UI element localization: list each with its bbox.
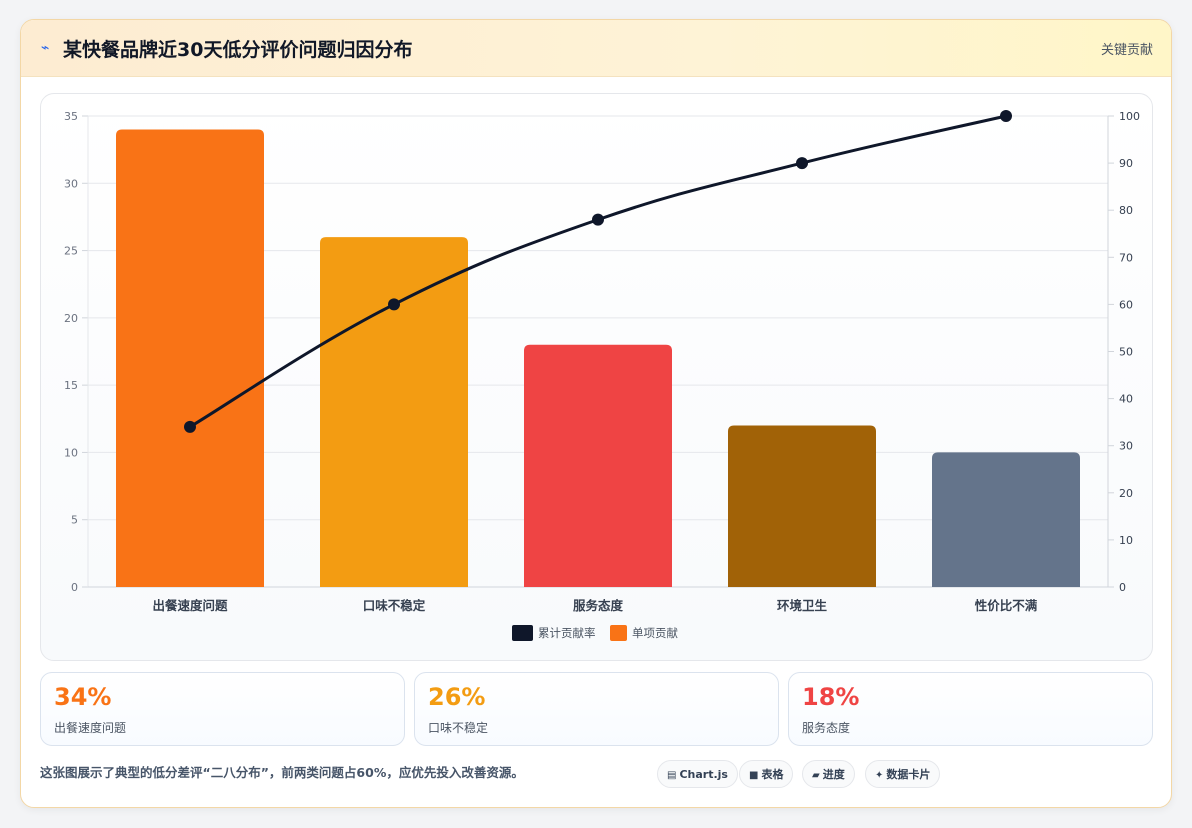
chip-table[interactable]: ■ 表格	[739, 760, 794, 788]
y-tick-label: 5	[71, 514, 78, 527]
y-tick-label: 35	[64, 110, 78, 123]
y2-tick-label: 50	[1119, 346, 1133, 359]
chart-title: 某快餐品牌近30天低分评价问题归因分布	[63, 39, 413, 61]
y-tick-label: 0	[71, 581, 78, 594]
legend-swatch-line	[512, 625, 533, 641]
stat-value: 34%	[54, 683, 112, 711]
bar	[116, 129, 264, 587]
x-tick-label: 出餐速度问题	[152, 598, 228, 613]
bar	[320, 237, 468, 587]
y2-tick-label: 100	[1119, 110, 1140, 123]
header-tag: 关键贡献	[1100, 43, 1153, 58]
legend-swatch-bar	[610, 625, 627, 641]
x-tick-label: 服务态度	[573, 598, 624, 613]
y-tick-label: 20	[64, 312, 78, 325]
stat-value: 18%	[802, 683, 860, 711]
chip-chartjs[interactable]: ▤ Chart.js	[657, 760, 738, 788]
y2-tick-label: 40	[1119, 393, 1133, 406]
y2-tick-label: 30	[1119, 440, 1133, 453]
y2-tick-label: 60	[1119, 298, 1133, 311]
x-tick-label: 环境卫生	[777, 598, 828, 613]
y-tick-label: 10	[64, 446, 78, 459]
chip-label: Chart.js	[679, 768, 728, 781]
bar	[524, 344, 672, 587]
pareto-chart: 0 5 10 15 20 25 30 35 0 10 20 30 40 50 60 70 80 90 100 出餐速度…	[64, 110, 1140, 641]
stat-label: 服务态度	[802, 721, 851, 735]
chart-panel: 0 5 10 15 20 25 30 35 0 10 20 30 40 50 60 70 80 90 100 出餐速度…	[40, 93, 1153, 661]
x-tick-label: 口味不稳定	[363, 598, 426, 613]
footer-note: 这张图展示了典型的低分差评“二八分布”，前两类问题占60%，应优先投入改善资源。	[40, 765, 524, 780]
y2-tick-label: 70	[1119, 251, 1133, 264]
chip-data-card[interactable]: ✦ 数据卡片	[865, 760, 941, 788]
y-tick-label: 25	[64, 245, 78, 258]
stat-card-2: 26% 口味不稳定	[414, 672, 779, 746]
card-header: ⌁ 某快餐品牌近30天低分评价问题归因分布 关键贡献	[21, 20, 1171, 77]
y2-tick-label: 10	[1119, 534, 1133, 547]
cumulative-point	[796, 157, 808, 170]
chip-label: 进度	[822, 768, 845, 781]
legend-label: 累计贡献率	[538, 626, 596, 640]
chart-card: ⌁ 某快餐品牌近30天低分评价问题归因分布 关键贡献 0 5 10 15 20 25 30 3…	[20, 19, 1172, 808]
cumulative-point	[184, 420, 196, 433]
y-tick-label: 15	[64, 379, 78, 392]
x-tick-label: 性价比不满	[974, 598, 1038, 613]
y2-tick-label: 0	[1119, 581, 1126, 594]
table-icon: ▤	[667, 770, 677, 781]
chip-progress[interactable]: ▰ 进度	[802, 760, 855, 788]
y2-tick-label: 80	[1119, 204, 1133, 217]
y-tick-label: 30	[64, 177, 78, 190]
stat-label: 口味不稳定	[428, 721, 489, 735]
bar	[728, 425, 876, 587]
folder-icon: ▰	[812, 770, 820, 781]
cumulative-point	[1000, 110, 1012, 122]
stat-card-3: 18% 服务态度	[788, 672, 1153, 746]
bar	[932, 452, 1080, 587]
chip-label: 表格	[761, 768, 784, 781]
y2-tick-label: 20	[1119, 487, 1133, 500]
cumulative-point	[388, 298, 400, 311]
y2-tick-label: 90	[1119, 157, 1133, 170]
stat-label: 出餐速度问题	[54, 721, 127, 735]
grid-icon: ■	[749, 770, 759, 781]
legend-label: 单项贡献	[632, 626, 678, 640]
stat-value: 26%	[428, 683, 486, 711]
stat-card-1: 34% 出餐速度问题	[40, 672, 405, 746]
lightning-icon: ⌁	[41, 40, 50, 56]
chip-label: 数据卡片	[886, 768, 931, 781]
cumulative-point	[592, 213, 604, 226]
sparkle-icon: ✦	[875, 770, 884, 781]
